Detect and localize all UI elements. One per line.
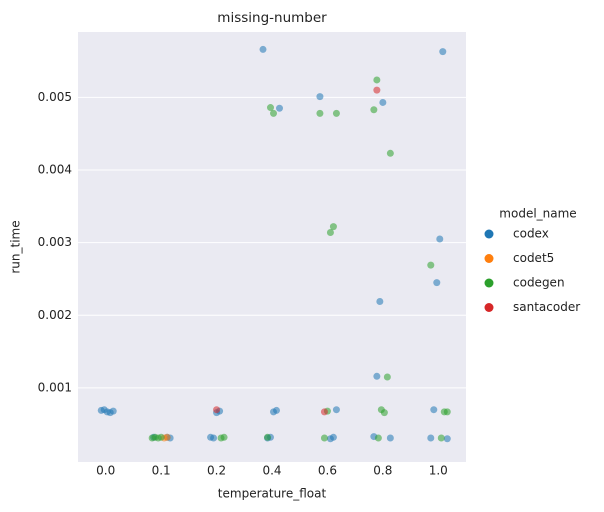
legend-marker [484,254,494,263]
point [379,98,387,106]
point [332,109,340,117]
plot-background [78,32,466,462]
point [439,48,447,56]
x-tick-label: 0.2 [207,464,226,478]
point [370,106,378,114]
point [316,93,324,101]
point [264,433,271,441]
point [437,434,445,442]
legend-marker [484,278,494,288]
x-tick-label: 1.0 [429,464,448,478]
chart-title: missing-number [217,10,327,26]
x-tick-label: 0.6 [318,464,337,478]
x-axis-label: temperature_float [218,487,327,501]
x-tick-label: 0.1 [152,464,171,478]
y-tick-label: 0.005 [38,90,72,104]
point [433,279,441,287]
x-tick-label: 0.0 [96,464,115,478]
legend-label: codegen [513,276,565,290]
point [373,86,381,94]
x-tick-label: 0.4 [262,464,281,478]
point [374,434,382,442]
point [320,408,328,416]
y-tick-label: 0.003 [38,235,72,249]
point [276,104,283,112]
point [326,228,334,236]
legend-label: codex [513,227,549,241]
legend-label: santacoder [513,300,580,314]
point [373,76,381,84]
y-tick-label: 0.002 [38,308,72,322]
point [443,435,451,443]
legend-marker [484,303,494,312]
y-tick-label: 0.001 [38,380,72,394]
point [213,406,221,414]
y-axis-label: run_time [9,220,23,273]
point [376,297,384,305]
y-tick-label: 0.004 [38,163,72,177]
point [259,45,267,53]
point [427,261,435,269]
point [383,373,391,381]
legend-label: codet5 [513,251,554,265]
legend-title: model_name [499,207,576,221]
point [430,406,438,414]
point [326,435,334,443]
point [270,109,277,117]
point [267,104,274,112]
point [320,434,328,442]
x-tick-label: 0.8 [373,464,392,478]
legend-marker [484,229,494,239]
point [427,434,435,442]
point [386,149,394,157]
point [148,434,156,442]
point [97,406,105,414]
point [329,223,337,231]
point [332,406,340,414]
point [270,408,277,416]
point [436,235,444,243]
point [316,109,324,117]
point [440,408,448,416]
point [217,434,225,442]
point [377,406,385,414]
point [207,433,215,441]
point [386,434,394,442]
point [373,372,381,380]
